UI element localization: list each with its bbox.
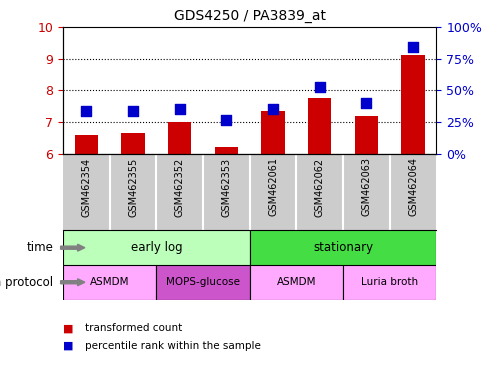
Bar [156, 265, 249, 300]
Text: growth protocol: growth protocol [0, 276, 53, 289]
Bar [261, 111, 284, 154]
Text: ■: ■ [63, 323, 74, 333]
Point [82, 108, 90, 114]
Text: GSM462064: GSM462064 [408, 157, 417, 217]
Bar [168, 122, 191, 154]
Text: GSM462354: GSM462354 [81, 157, 91, 217]
Point [408, 45, 416, 51]
Text: Luria broth: Luria broth [361, 277, 418, 287]
Point [315, 84, 323, 90]
Bar [214, 147, 238, 154]
Bar [63, 265, 156, 300]
Text: GSM462353: GSM462353 [221, 157, 231, 217]
Text: MOPS-glucose: MOPS-glucose [166, 277, 240, 287]
Bar [401, 55, 424, 154]
Text: transformed count: transformed count [85, 323, 182, 333]
Bar [354, 116, 378, 154]
Text: time: time [27, 241, 53, 254]
Text: GSM462062: GSM462062 [314, 157, 324, 217]
Text: ■: ■ [63, 341, 74, 351]
Text: GSM462061: GSM462061 [268, 157, 277, 217]
Bar [63, 230, 249, 265]
Text: GSM462355: GSM462355 [128, 157, 138, 217]
Bar [342, 265, 436, 300]
Point [362, 100, 370, 106]
Bar [249, 265, 342, 300]
Bar [75, 135, 98, 154]
Point [222, 117, 230, 123]
Text: GSM462352: GSM462352 [174, 157, 184, 217]
Bar [249, 230, 436, 265]
Point [176, 106, 183, 112]
Text: ASMDM: ASMDM [90, 277, 129, 287]
Text: early log: early log [130, 241, 182, 254]
Bar [307, 98, 331, 154]
Text: percentile rank within the sample: percentile rank within the sample [85, 341, 260, 351]
Title: GDS4250 / PA3839_at: GDS4250 / PA3839_at [173, 9, 325, 23]
Text: ASMDM: ASMDM [276, 277, 316, 287]
Point [129, 108, 136, 114]
Text: GSM462063: GSM462063 [361, 157, 371, 217]
Point [269, 106, 276, 112]
Text: stationary: stationary [313, 241, 372, 254]
Bar [121, 133, 144, 154]
